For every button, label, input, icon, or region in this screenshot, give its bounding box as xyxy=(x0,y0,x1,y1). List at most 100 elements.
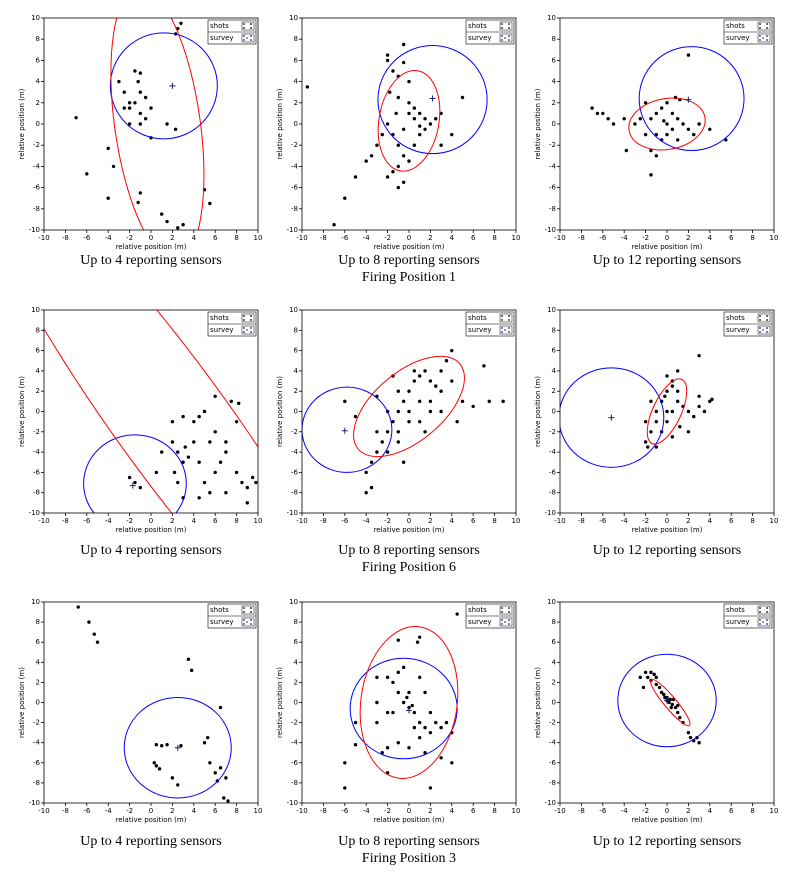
confidence-ellipse xyxy=(44,310,258,513)
legend-label: shots xyxy=(726,314,745,322)
x-tick-label: -10 xyxy=(38,807,49,815)
shot-point xyxy=(428,710,433,715)
y-tick-label: 0 xyxy=(36,120,40,128)
subplot-caption: Up to 8 reporting sensors xyxy=(338,253,480,268)
x-tick-label: 6 xyxy=(213,234,218,242)
x-tick-label: -6 xyxy=(341,517,349,525)
legend-icon xyxy=(499,605,513,615)
x-tick-label: -6 xyxy=(599,807,607,815)
shot-point xyxy=(401,42,406,47)
shot-point xyxy=(369,460,374,464)
y-axis-label: relative position (m) xyxy=(534,88,542,159)
shot-point xyxy=(646,445,650,449)
shot-point xyxy=(471,404,475,409)
shot-point xyxy=(434,384,438,388)
y-tick-label: 4 xyxy=(294,658,299,666)
shot-point xyxy=(401,60,406,65)
plot-frame xyxy=(43,601,259,804)
confidence-ellipse xyxy=(83,434,187,513)
x-tick-label: -2 xyxy=(126,517,133,525)
y-tick-label: 8 xyxy=(36,35,40,43)
x-tick-label: 8 xyxy=(750,807,754,815)
shot-point xyxy=(654,419,658,424)
shot-point xyxy=(460,95,465,100)
shot-point xyxy=(410,703,414,708)
survey-point xyxy=(174,744,181,751)
y-tick-label: 6 xyxy=(552,638,557,646)
y-axis-label: relative position (m) xyxy=(276,667,284,738)
shot-point xyxy=(423,751,427,755)
shot-point xyxy=(197,414,201,419)
shot-point xyxy=(697,394,701,398)
y-tick-label: -8 xyxy=(549,205,556,213)
legend-icon-cross xyxy=(246,329,248,331)
y-axis-label: relative position (m) xyxy=(534,376,542,447)
shot-point xyxy=(183,445,187,449)
shot-point xyxy=(229,399,233,404)
survey-point xyxy=(129,482,136,489)
y-tick-label: 8 xyxy=(552,326,556,334)
row-title: Firing Position 3 xyxy=(362,851,456,866)
shot-point xyxy=(455,419,459,424)
shot-point xyxy=(385,450,390,454)
x-tick-label: -4 xyxy=(105,517,113,525)
shot-point xyxy=(138,111,142,116)
shot-point xyxy=(222,796,226,800)
shot-point xyxy=(665,419,669,424)
shot-point xyxy=(396,690,400,695)
x-tick-label: -4 xyxy=(363,517,371,525)
legend-icon-dot xyxy=(243,619,245,621)
x-tick-label: 4 xyxy=(708,517,713,525)
shot-point xyxy=(673,705,678,710)
shot-point xyxy=(391,419,395,424)
shot-point xyxy=(136,79,140,84)
shot-point xyxy=(686,730,691,735)
legend-icon-dot xyxy=(501,39,503,41)
x-tick-label: 0 xyxy=(149,807,153,815)
legend-icon-dot xyxy=(508,607,510,609)
shot-point xyxy=(396,670,400,675)
survey-point xyxy=(341,427,348,434)
y-tick-label: 4 xyxy=(36,658,41,666)
shot-point xyxy=(192,440,196,444)
x-tick-label: 6 xyxy=(471,234,476,242)
x-tick-label: -6 xyxy=(599,234,607,242)
y-tick-label: 2 xyxy=(294,99,298,107)
legend-icon xyxy=(757,605,771,615)
shot-point xyxy=(418,399,422,404)
legend-icon xyxy=(241,313,255,323)
x-axis-label: relative position (m) xyxy=(374,526,445,534)
shot-point xyxy=(412,106,417,110)
y-tick-label: -2 xyxy=(549,719,556,727)
shot-point xyxy=(423,725,427,730)
shot-point xyxy=(665,122,669,126)
shot-point xyxy=(622,117,626,121)
shot-point xyxy=(407,746,411,750)
shot-point xyxy=(407,409,411,414)
subplot-caption: Up to 4 reporting sensors xyxy=(80,543,222,558)
shot-point xyxy=(678,425,682,429)
shot-point xyxy=(686,53,691,57)
legend-icon xyxy=(241,605,255,615)
subplot: -10 -8 -6 -4 -2 0 2 4 6 8 10 -10 -8 -6 -4 -2 0 2 4 6 8 10 rela… xyxy=(534,598,778,849)
shot-point xyxy=(138,485,142,490)
shot-point xyxy=(165,122,169,126)
x-tick-label: 4 xyxy=(450,517,455,525)
y-tick-label: 6 xyxy=(36,56,41,64)
legend-icon-dot xyxy=(508,27,510,29)
legend-icon-cross xyxy=(762,621,764,623)
y-tick-label: -8 xyxy=(33,489,40,497)
shot-point xyxy=(170,776,175,780)
y-tick-label: 8 xyxy=(36,618,40,626)
shot-point xyxy=(670,702,675,707)
x-tick-label: 6 xyxy=(729,807,734,815)
legend-label: shots xyxy=(468,606,487,614)
y-tick-label: 10 xyxy=(289,14,298,22)
y-tick-label: 8 xyxy=(294,35,298,43)
shot-point xyxy=(391,170,395,174)
confidence-ellipse xyxy=(628,97,706,151)
x-tick-label: 0 xyxy=(665,234,669,242)
legend-icon xyxy=(499,21,513,31)
shot-point xyxy=(224,776,228,780)
